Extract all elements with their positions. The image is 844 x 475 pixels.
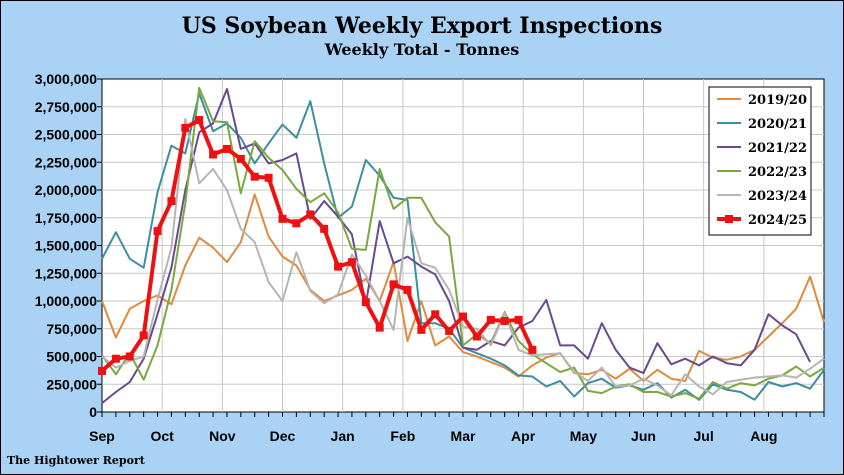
data-point-marker — [306, 210, 315, 219]
data-point-marker — [320, 224, 329, 233]
legend: 2019/20 2020/21 2021/22 2022/23 2023/24 2024/… — [708, 86, 812, 236]
data-point-marker — [153, 227, 162, 236]
data-point-marker — [431, 310, 440, 319]
y-tick-label: 2,250,000 — [35, 154, 97, 170]
data-point-marker — [528, 345, 537, 354]
data-point-marker — [445, 326, 454, 335]
y-tick-label: 500,000 — [46, 349, 97, 365]
x-tick-label: Nov — [209, 428, 236, 444]
legend-label: 2024/25 — [748, 213, 807, 228]
legend-label: 2020/21 — [748, 117, 807, 132]
data-point-marker — [139, 331, 148, 340]
x-tick-label: Apr — [511, 428, 536, 444]
data-point-marker — [472, 332, 481, 341]
x-tick-label: Jul — [694, 428, 714, 444]
data-point-marker — [389, 280, 398, 289]
x-tick-label: Dec — [270, 428, 296, 444]
x-tick-label: Oct — [150, 428, 174, 444]
data-point-marker — [167, 197, 176, 206]
data-point-marker — [292, 219, 301, 228]
legend-label: 2019/20 — [748, 93, 807, 108]
x-tick-label: Jan — [331, 428, 355, 444]
series-line-2023-24 — [101, 118, 825, 397]
legend-marker — [725, 215, 733, 223]
y-tick-label: 2,000,000 — [35, 182, 97, 198]
y-tick-label: 750,000 — [46, 321, 97, 337]
data-point-marker — [125, 352, 134, 361]
x-tick-label: Aug — [750, 428, 777, 444]
x-tick-label: Mar — [451, 428, 476, 444]
y-tick-label: 0 — [89, 404, 97, 420]
data-point-marker — [347, 258, 356, 267]
x-tick-label: Feb — [390, 428, 415, 444]
data-point-marker — [375, 323, 384, 332]
data-point-marker — [514, 315, 523, 324]
data-point-marker — [334, 262, 343, 271]
y-tick-label: 250,000 — [46, 376, 97, 392]
chart-subtitle: Weekly Total - Tonnes — [324, 40, 520, 59]
data-point-marker — [417, 325, 426, 334]
data-point-marker — [278, 214, 287, 223]
grid-layer — [102, 79, 824, 412]
x-tick-label: Sep — [89, 428, 115, 444]
data-point-marker — [181, 123, 190, 132]
chart-title: US Soybean Weekly Export Inspections — [182, 13, 663, 39]
x-tick-label: Jun — [631, 428, 656, 444]
data-point-marker — [209, 150, 218, 159]
legend-box — [708, 86, 812, 236]
data-point-marker — [250, 172, 259, 181]
data-point-marker — [500, 316, 509, 325]
y-tick-label: 2,500,000 — [35, 127, 97, 143]
data-point-marker — [236, 154, 245, 163]
data-point-marker — [111, 354, 120, 363]
data-point-marker — [403, 285, 412, 294]
data-point-marker — [98, 366, 106, 375]
axis-layer: 3,000,000 2,750,000 2,500,000 2,250,000 2,00… — [35, 71, 825, 444]
x-tick-label: May — [570, 428, 597, 444]
data-point-marker — [486, 315, 495, 324]
footer-source: The Hightower Report — [7, 454, 146, 467]
y-tick-label: 3,000,000 — [35, 71, 97, 87]
y-tick-label: 1,500,000 — [35, 238, 97, 254]
data-point-marker — [361, 298, 370, 307]
y-tick-label: 1,000,000 — [35, 293, 97, 309]
legend-label: 2022/23 — [748, 165, 807, 180]
data-point-marker — [195, 116, 204, 125]
legend-label: 2021/22 — [748, 141, 807, 156]
data-point-marker — [459, 312, 467, 321]
series-line-2022-23 — [101, 86, 825, 400]
data-point-marker — [264, 173, 273, 182]
series-line-2019-20 — [101, 193, 825, 382]
y-tick-label: 2,750,000 — [35, 99, 97, 115]
y-tick-label: 1,250,000 — [35, 265, 97, 281]
data-point-marker — [222, 144, 231, 153]
y-tick-label: 1,750,000 — [35, 210, 97, 226]
legend-label: 2023/24 — [748, 189, 807, 204]
series-layer — [98, 86, 825, 404]
